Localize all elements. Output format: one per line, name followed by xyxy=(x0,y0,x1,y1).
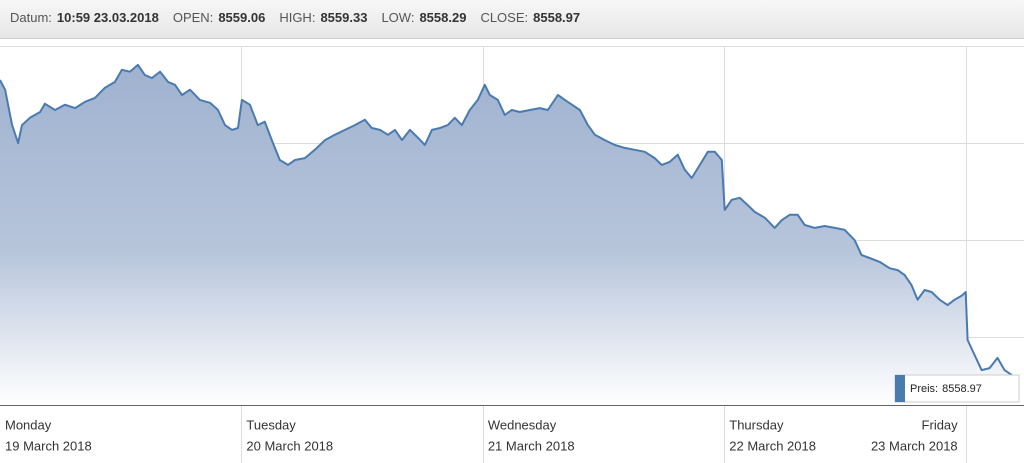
tooltip: Preis: 8558.97 xyxy=(894,374,1020,403)
header-label: Datum: xyxy=(10,10,52,25)
tooltip-swatch xyxy=(895,375,905,402)
header-value: 8559.06 xyxy=(218,10,265,25)
x-tick-label: Monday xyxy=(5,417,52,432)
x-tick-label: Thursday xyxy=(729,417,784,432)
labels: Monday 19 March 2018 Tuesday 20 March 2018 W… xyxy=(5,417,958,453)
x-tick-date: 20 March 2018 xyxy=(246,438,333,453)
x-tick-date: 21 March 2018 xyxy=(488,438,575,453)
tooltip-value: 8558.97 xyxy=(942,383,982,395)
header-value: 8559.33 xyxy=(320,10,367,25)
header-label: CLOSE: xyxy=(480,10,528,25)
header-label: HIGH: xyxy=(279,10,315,25)
x-tick-label: Tuesday xyxy=(246,417,296,432)
header-value: 10:59 23.03.2018 xyxy=(57,10,159,25)
tooltip-label: Preis: xyxy=(910,383,938,395)
tooltip-box xyxy=(894,374,1020,403)
x-tick-date: 23 March 2018 xyxy=(871,438,958,453)
x-tick-label: Friday xyxy=(922,417,959,432)
area xyxy=(0,64,1018,406)
plot xyxy=(0,63,1019,406)
x-tick-label: Wednesday xyxy=(488,417,557,432)
line xyxy=(0,63,1019,382)
tooltip-text: Preis: 8558.97 xyxy=(910,383,982,395)
header-value: 8558.97 xyxy=(533,10,580,25)
header-label: LOW: xyxy=(381,10,414,25)
header-value: 8558.29 xyxy=(419,10,466,25)
header-text: Datum: 10:59 23.03.2018 OPEN: 8559.06 HIGH: 8… xyxy=(10,10,580,25)
x-tick-date: 19 March 2018 xyxy=(5,438,92,453)
x-tick-date: 22 March 2018 xyxy=(729,438,816,453)
header-label: OPEN: xyxy=(173,10,213,25)
header-bar xyxy=(0,0,1024,38)
